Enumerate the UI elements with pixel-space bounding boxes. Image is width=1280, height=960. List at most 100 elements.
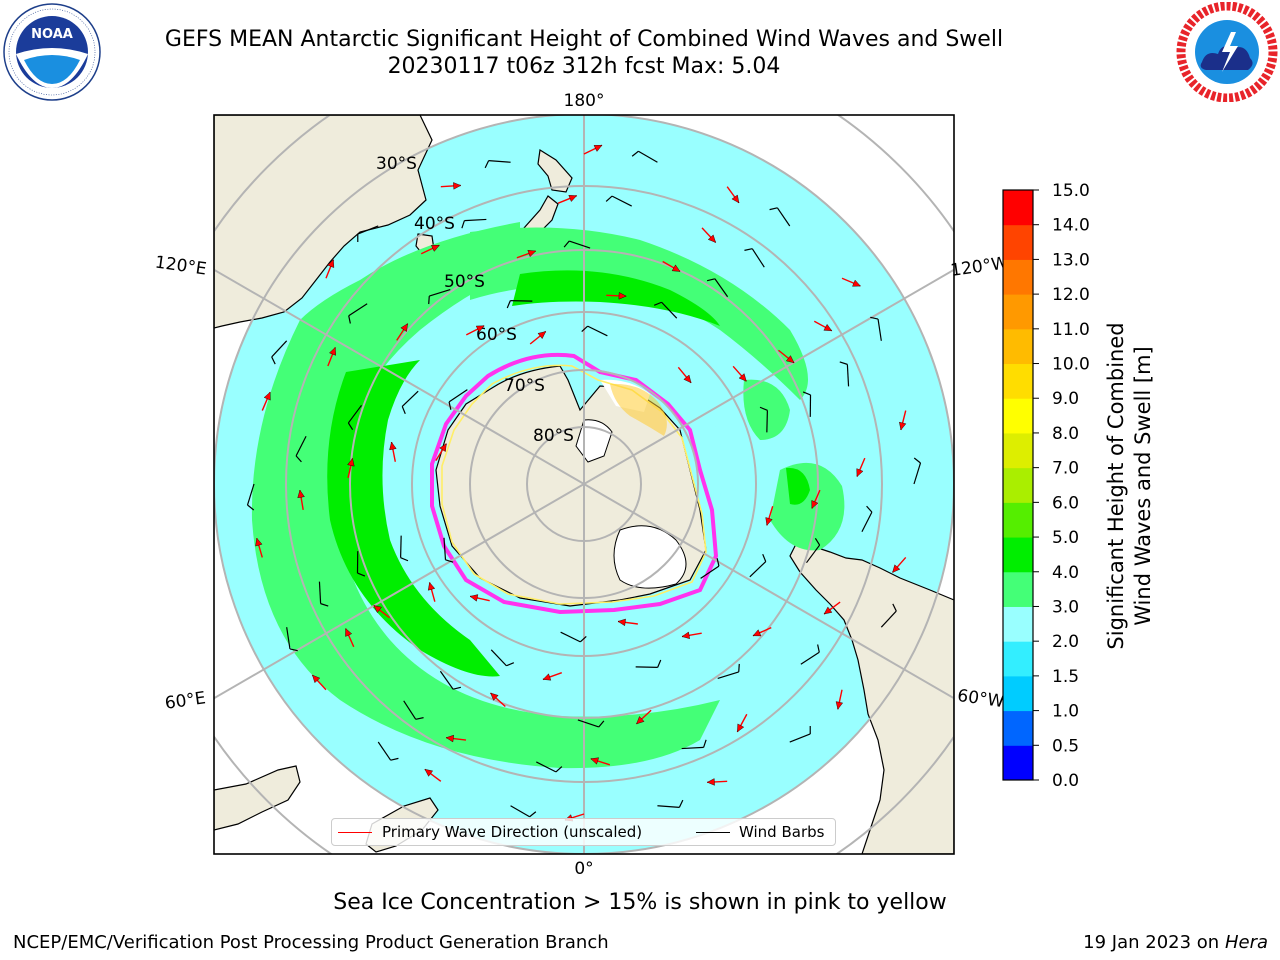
wave-direction-arrow-head xyxy=(852,279,861,287)
colorbar-segment xyxy=(1003,467,1033,503)
wave-direction-arrow-head xyxy=(823,606,833,615)
wind-barb-flag xyxy=(289,648,298,652)
wind-barb-flag xyxy=(703,739,707,748)
wave-direction-arrow-head xyxy=(671,264,681,272)
wind-barb-shaft xyxy=(357,225,379,235)
wind-barb-shaft xyxy=(286,627,291,650)
wind-barb-flag xyxy=(870,316,879,320)
wind-barb-flag xyxy=(716,558,720,567)
wind-barb-shaft xyxy=(638,150,658,163)
colorbar-segment xyxy=(1003,745,1033,781)
wave-direction-arrow-head xyxy=(537,331,547,340)
wind-barb-shaft xyxy=(464,218,487,222)
colorbar-tick-label: 1.0 xyxy=(1052,702,1079,722)
wind-barb-flag xyxy=(401,406,406,415)
colorbar-segment xyxy=(1003,432,1033,469)
wind-barb-flag xyxy=(295,455,302,463)
wave-direction-arrow-head xyxy=(527,250,537,258)
lon-label-upper-right: 120°W xyxy=(949,253,1009,281)
lat-label-80s: 80°S xyxy=(533,426,574,446)
wave-direction-arrow-head xyxy=(681,631,690,639)
wave-direction-arrow-head xyxy=(618,292,627,300)
wind-barb-flag xyxy=(415,717,424,720)
wave-direction-swatch xyxy=(338,832,372,833)
wind-barb-flag xyxy=(657,659,662,668)
wind-barb-flag xyxy=(839,361,848,365)
wind-barb-shaft xyxy=(488,160,511,163)
wave-direction-arrow-head xyxy=(445,734,454,743)
wave-direction-arrow-head xyxy=(373,605,382,613)
wave-direction-arrow-head xyxy=(823,323,833,332)
wind-barb-flag xyxy=(744,248,753,251)
wind-barb-flag xyxy=(706,278,716,282)
new-zealand-north xyxy=(537,149,573,193)
wave-direction-arrow-head xyxy=(490,692,499,701)
footer-host: Hera xyxy=(1224,932,1268,953)
wind-barb-flag xyxy=(506,662,515,667)
wave-direction-arrow-head xyxy=(593,145,603,152)
wave-direction-arrow-head xyxy=(327,259,335,268)
wave-direction-arrow-head xyxy=(590,757,600,765)
colorbar-tick-label: 10.0 xyxy=(1052,355,1090,375)
wind-barb-flag xyxy=(738,663,740,672)
wind-barb-shaft xyxy=(347,404,362,424)
wind-barb-flag xyxy=(452,686,462,690)
colorbar-tick-label: 13.0 xyxy=(1052,250,1090,270)
wave-direction-arrow-head xyxy=(765,517,773,526)
wind-barb-swatch xyxy=(696,832,730,833)
wind-barb-shaft xyxy=(681,746,704,750)
wind-barb-flag xyxy=(892,603,897,612)
colorbar-tick-label: 9.0 xyxy=(1052,389,1079,409)
wind-barb-shaft xyxy=(246,483,255,506)
wave-direction-arrow-head xyxy=(400,323,408,332)
wave-direction-arrow-head xyxy=(636,716,645,725)
wind-barb-shaft xyxy=(749,561,767,578)
wind-barb-flag xyxy=(320,603,329,607)
lat-label-60s: 60°S xyxy=(476,325,517,345)
wave-direction-arrow-head xyxy=(329,346,336,356)
lon-label-upper-left: 120°E xyxy=(154,253,208,280)
wave-direction-arrow-head xyxy=(683,374,692,384)
wind-barb-flag xyxy=(347,422,354,431)
colorbar-segment xyxy=(1003,398,1033,434)
colorbar-segment xyxy=(1003,328,1033,365)
wind-barb-flag xyxy=(484,160,490,169)
footer-date-text: 19 Jan 2023 on xyxy=(1083,932,1220,953)
colorbar-tick-label: 6.0 xyxy=(1052,493,1079,513)
wave-direction-arrow-head xyxy=(439,443,447,452)
colorbar-title-line2: Wind Waves and Swell [m] xyxy=(1131,346,1155,626)
wind-barb-shaft xyxy=(448,389,468,403)
wind-barb-shaft xyxy=(661,301,678,319)
wave-direction-arrow-head xyxy=(297,489,305,499)
wave-direction-arrow-head xyxy=(568,195,578,202)
wind-barb-flag xyxy=(605,195,613,202)
footer-credit: NCEP/EMC/Verification Post Processing Pr… xyxy=(13,932,609,953)
wind-barb-flag xyxy=(598,720,605,728)
latitude-labels: 30°S 40°S 50°S 60°S 70°S 80°S xyxy=(376,154,574,446)
lon-label-top: 180° xyxy=(564,91,605,111)
wave-direction-arrow-head xyxy=(431,245,440,252)
wave-direction-arrow-head xyxy=(856,468,864,477)
wave-direction-arrow-head xyxy=(892,564,901,573)
wind-barb-flag xyxy=(555,766,563,773)
wind-barb-shaft xyxy=(913,462,922,485)
wind-barb-shaft xyxy=(377,741,392,761)
wind-barb-flag xyxy=(579,636,587,643)
wind-barb-shaft xyxy=(536,761,557,773)
wind-barb-shaft xyxy=(587,325,608,337)
wind-barb-flag xyxy=(247,504,255,511)
wind-barb-shaft xyxy=(776,207,791,227)
wind-barb-shaft xyxy=(439,670,454,690)
colorbar-tick-label: 8.0 xyxy=(1052,424,1079,444)
wave-direction-arrow-head xyxy=(785,355,795,364)
colorbar-tick-label: 0.5 xyxy=(1052,736,1079,756)
colorbar-segment xyxy=(1003,224,1033,260)
wind-barb-flag xyxy=(814,537,821,546)
wave-direction-arrow-head xyxy=(345,628,353,637)
wind-barb-flag xyxy=(762,553,767,562)
wind-barb-flag xyxy=(529,811,537,818)
colorbar-tick-label: 15.0 xyxy=(1052,181,1090,201)
lat-label-40s: 40°S xyxy=(414,214,455,234)
